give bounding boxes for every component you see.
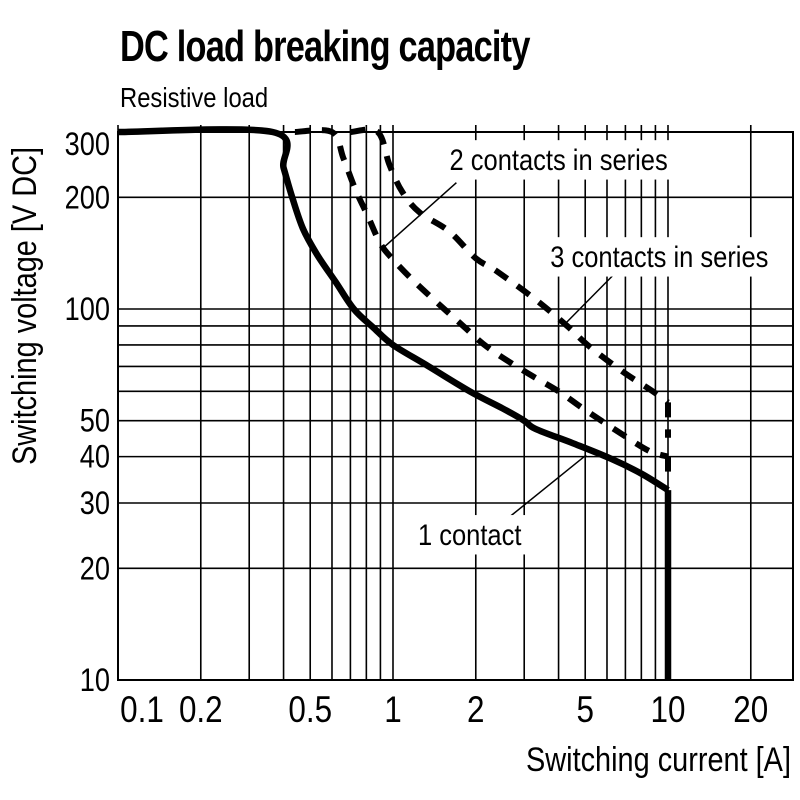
callout-line xyxy=(562,271,618,327)
x-tick-0.1: 0.1 xyxy=(120,690,164,731)
x-tick-5: 5 xyxy=(576,690,593,731)
curve-label-bg xyxy=(544,237,775,277)
curve-annotations: 2 contacts in series 3 contacts in series… xyxy=(382,140,775,555)
y-tick-200: 200 xyxy=(65,180,110,216)
curve-label-text: 1 contact xyxy=(418,518,522,551)
x-axis-title: Switching current [A] xyxy=(526,740,791,779)
y-tick-20: 20 xyxy=(80,551,110,587)
callout-line xyxy=(382,182,457,249)
y-tick-50: 50 xyxy=(80,404,110,440)
curve-label-text: 2 contacts in series xyxy=(450,143,668,176)
curve-label-2-contacts-in-series: 2 contacts in series xyxy=(443,140,674,180)
page-title: DC load breaking capacity xyxy=(120,22,530,71)
y-tick-300: 300 xyxy=(65,127,110,163)
callout-line xyxy=(505,454,587,521)
y-tick-40: 40 xyxy=(80,440,110,476)
x-tick-10: 10 xyxy=(651,690,686,731)
x-tick-1: 1 xyxy=(384,690,401,731)
curve-3-contacts-in-series xyxy=(350,126,670,405)
series-curves xyxy=(117,126,672,680)
curve-label-bg xyxy=(443,140,674,180)
x-tick-20: 20 xyxy=(733,690,768,731)
y-tick-30: 30 xyxy=(80,486,110,522)
curve-label-bg xyxy=(412,515,528,555)
x-tick-0.2: 0.2 xyxy=(179,690,223,731)
x-tick-0.5: 0.5 xyxy=(288,690,332,731)
curve-2-contacts-in-series xyxy=(294,127,669,460)
gridlines xyxy=(117,125,793,681)
x-tick-labels: 0.1 0.2 0.5 1 2 5 10 20 xyxy=(120,690,768,731)
y-tick-100: 100 xyxy=(65,292,110,328)
plot-frame xyxy=(117,131,794,681)
chart-subtitle: Resistive load xyxy=(120,82,269,113)
curve-label-text: 3 contacts in series xyxy=(550,240,768,273)
y-tick-10: 10 xyxy=(80,663,110,699)
curve-label-3-contacts-in-series: 3 contacts in series xyxy=(544,237,775,277)
x-tick-2: 2 xyxy=(467,690,484,731)
curve-1-contact xyxy=(117,126,670,493)
y-axis-title: Switching voltage [V DC] xyxy=(5,147,44,465)
curve-label-1-contact: 1 contact xyxy=(412,515,528,555)
